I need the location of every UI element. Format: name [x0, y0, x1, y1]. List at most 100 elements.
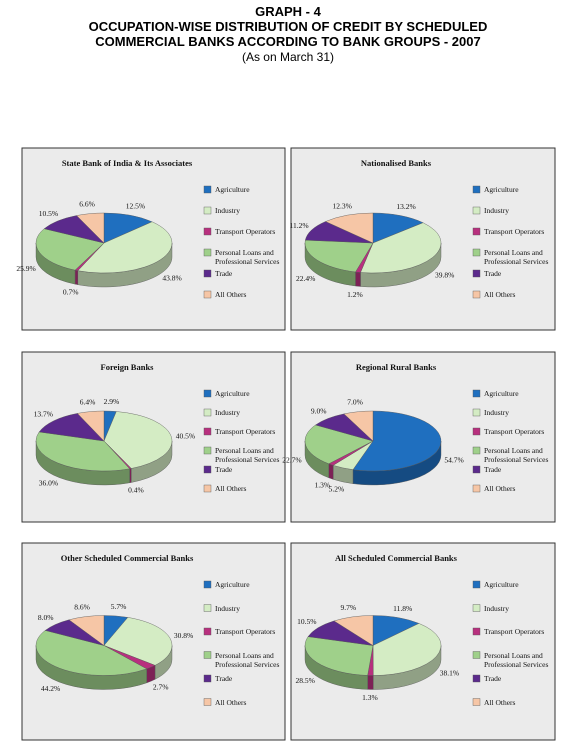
legend-label: All Others	[215, 290, 247, 299]
legend-swatch	[472, 651, 481, 659]
legend-item: Personal Loans and Professional Services	[484, 446, 549, 464]
data-label: 38.1%	[440, 668, 459, 677]
pie-side	[367, 675, 374, 690]
legend-label: Agriculture	[484, 185, 519, 194]
legend-label: Industry	[484, 408, 509, 417]
chart-title: Regional Rural Banks	[356, 362, 437, 372]
pie-side	[74, 269, 78, 285]
legend-label: Personal Loans and Professional Services	[484, 650, 549, 669]
pie-slice	[304, 239, 374, 273]
legend-swatch	[203, 674, 212, 683]
legend-swatch	[472, 698, 481, 706]
pie-labels: 2.9% 40.5% 0.4% 36.0% 13.7% 6.4%	[34, 397, 196, 495]
legend-swatch	[203, 248, 212, 257]
pie-tops	[35, 410, 173, 472]
legend-label: Personal Loans and Professional Services	[215, 446, 280, 464]
data-label: 12.3%	[332, 202, 351, 211]
legend-item: Personal Loans and Professional Services	[484, 650, 549, 669]
pie-slice	[76, 212, 105, 244]
pie-labels: 5.7% 30.8% 2.7% 44.2% 8.0% 8.6%	[38, 602, 193, 693]
legend-swatch	[472, 227, 481, 236]
data-label: 13.2%	[396, 202, 415, 211]
legend-swatch	[472, 446, 481, 455]
chart-title: Foreign Banks	[101, 362, 155, 372]
pie-slice	[76, 410, 105, 442]
legend-item: Transport Operators	[484, 427, 545, 436]
legend-label: Transport Operators	[484, 227, 545, 236]
legend-label: Agriculture	[215, 185, 250, 194]
legend-item: Agriculture	[215, 580, 250, 589]
legend-label: Industry	[215, 603, 240, 613]
data-label: 30.8%	[174, 631, 193, 640]
data-label: 7.0%	[347, 398, 363, 407]
pie-slice	[304, 636, 374, 676]
legend-swatch	[472, 248, 481, 257]
pie-labels: 11.8% 38.1% 1.3% 28.5% 10.5% 9.7%	[295, 603, 459, 702]
legend-swatch	[203, 698, 212, 706]
legend-swatch	[472, 408, 481, 417]
legend-swatch	[203, 446, 212, 455]
legend-swatch	[472, 627, 481, 636]
legend-swatch	[203, 389, 212, 398]
legend-swatch	[203, 651, 212, 659]
legend-label: Personal Loans and Professional Services	[215, 650, 280, 669]
legend-item: Industry	[215, 206, 240, 215]
page-note: (As on March 31)	[242, 50, 334, 64]
legend-label: Trade	[484, 674, 502, 683]
page-title-line: OCCUPATION-WISE DISTRIBUTION OF CREDIT B…	[89, 19, 488, 34]
pie-side	[355, 271, 361, 287]
chart-title: Nationalised Banks	[361, 158, 432, 168]
legend-item: Industry	[215, 603, 240, 613]
pie-slice	[343, 410, 374, 442]
legend-swatch	[472, 674, 481, 683]
legend-item: Agriculture	[215, 389, 250, 398]
legend-item: Personal Loans and Professional Services	[484, 248, 549, 266]
legend-label: Agriculture	[215, 580, 250, 589]
data-label: 22.7%	[282, 456, 301, 465]
legend-label: Industry	[484, 206, 509, 215]
legend-label: Transport Operators	[484, 427, 545, 436]
legend-item: Transport Operators	[484, 627, 544, 636]
legend-swatch	[472, 269, 481, 278]
legend-swatch	[203, 484, 212, 493]
legend-label: Trade	[215, 674, 233, 683]
pie-tops	[304, 212, 442, 274]
legend-label: Personal Loans and Professional Services	[484, 446, 549, 464]
legend-label: Transport Operators	[215, 627, 276, 636]
legend-item: Trade	[484, 269, 502, 278]
data-label: 25.9%	[16, 264, 35, 273]
legend-swatch	[203, 227, 212, 236]
chart-panel: State Bank of India & Its Associates 12.5…	[16, 147, 286, 331]
legend-item: Trade	[215, 269, 232, 278]
pie-slice	[372, 212, 424, 244]
chart-panel: All Scheduled Commercial Banks 11.8% 38.1%…	[290, 542, 556, 741]
legend-label: Trade	[484, 269, 502, 278]
legend-swatch	[203, 269, 212, 278]
data-label: 54.7%	[444, 456, 463, 465]
legend-label: Transport Operators	[215, 227, 276, 236]
legend-swatch	[203, 465, 212, 474]
legend-item: Trade	[484, 465, 501, 474]
pie-slice	[68, 615, 105, 646]
pie-labels: 12.5% 43.8% 0.7% 25.9% 10.5% 6.6%	[16, 200, 181, 297]
legend-item: Industry	[484, 604, 509, 613]
data-label: 2.9%	[104, 397, 120, 406]
legend-item: Transport Operators	[215, 227, 276, 236]
data-label: 22.4%	[296, 274, 315, 283]
legend-swatch	[472, 604, 481, 612]
data-label: 28.5%	[295, 676, 314, 685]
pie-slice	[38, 413, 105, 442]
legend-label: Industry	[215, 408, 240, 417]
legend-swatch	[203, 427, 212, 436]
pie-labels: 13.2% 39.8% 1.2% 22.4% 11.2% 12.3%	[290, 202, 455, 299]
legend-swatch	[203, 185, 212, 194]
pie-slice	[35, 431, 131, 472]
legend-label: Personal Loans and Professional Services	[484, 248, 549, 266]
legend-swatch	[472, 185, 481, 194]
chart-panel: Foreign Banks 2.9% 40.5% 0.4% 36.0% 13.7% 6.4%…	[21, 351, 286, 523]
pie-slice	[360, 222, 442, 274]
legend-item: Personal Loans and Professional Services	[215, 446, 280, 464]
legend-swatch	[203, 604, 212, 612]
legend-swatch	[203, 290, 212, 299]
